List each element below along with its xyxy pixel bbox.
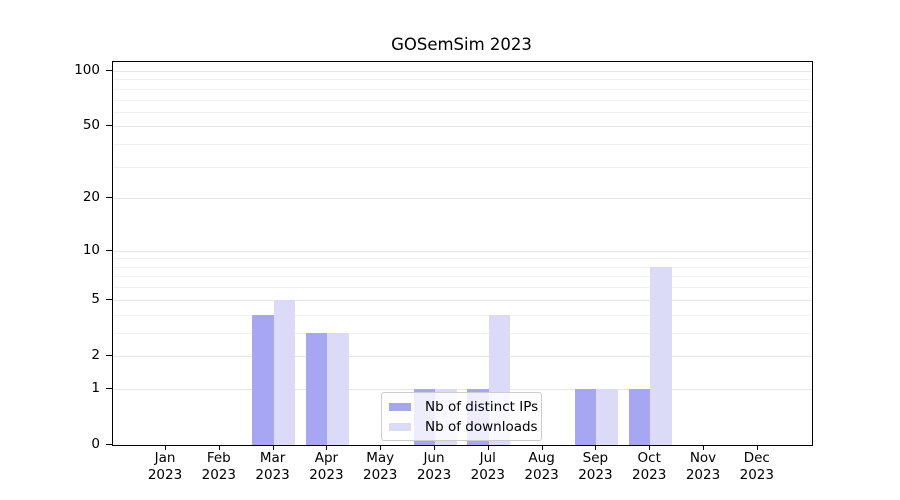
y-tick-mark — [106, 444, 112, 445]
gridline-major — [113, 250, 812, 252]
x-tick-mark — [434, 445, 435, 450]
x-tick-mark — [595, 445, 597, 450]
x-tick-mark — [756, 445, 758, 450]
bar-downloads-apr — [327, 332, 349, 445]
x-tick-mark — [541, 445, 543, 450]
x-tick-mark — [487, 445, 489, 450]
x-tick-mark — [218, 445, 220, 450]
y-tick-mark — [106, 249, 112, 251]
gridline-major — [113, 198, 812, 200]
x-tick-mark — [380, 445, 382, 450]
plot-area: Nb of distinct IPs Nb of downloads — [112, 61, 813, 446]
bar-distinct-ips-sep — [574, 388, 597, 445]
y-tick-label: 5 — [91, 290, 100, 307]
legend: Nb of distinct IPs Nb of downloads — [381, 392, 542, 441]
bar-distinct-ips-mar — [252, 314, 274, 445]
x-tick-label: Feb 2023 — [201, 450, 236, 483]
gridline-minor — [113, 276, 812, 278]
gridline-minor — [113, 144, 812, 146]
y-tick-label: 20 — [82, 189, 100, 206]
x-tick-mark — [326, 445, 328, 450]
y-tick-label: 100 — [74, 62, 100, 78]
x-tick-label: Jan 2023 — [147, 450, 183, 483]
gridline-major — [113, 299, 812, 301]
gridline-minor — [113, 79, 812, 81]
gridline-minor — [113, 111, 812, 113]
gridline-minor — [113, 266, 812, 268]
x-tick-label: Apr 2023 — [309, 450, 344, 483]
chart-title: GOSemSim 2023 — [391, 35, 532, 54]
gridline-major — [113, 355, 812, 357]
bar-distinct-ips-apr — [305, 332, 328, 445]
gridline-minor — [113, 99, 812, 101]
gridline-minor — [113, 314, 812, 316]
bar-downloads-sep — [596, 388, 618, 445]
bar-downloads-mar — [273, 299, 296, 445]
y-tick-mark — [106, 125, 112, 127]
x-tick-mark — [703, 445, 704, 450]
legend-label-downloads: Nb of downloads — [425, 419, 538, 435]
y-tick-mark — [106, 354, 112, 356]
legend-swatch-downloads-icon — [389, 423, 411, 431]
x-tick-mark — [649, 445, 651, 450]
y-tick-label: 1 — [91, 379, 100, 396]
gridline-major — [113, 388, 812, 390]
gridline-minor — [113, 166, 812, 168]
x-tick-label: Mar 2023 — [255, 450, 290, 483]
legend-item-downloads: Nb of downloads — [382, 417, 541, 437]
legend-item-distinct-ips: Nb of distinct IPs — [382, 397, 541, 417]
gridline-major — [113, 71, 812, 72]
x-tick-mark — [165, 445, 166, 450]
x-tick-label: Oct 2023 — [632, 450, 667, 483]
bar-distinct-ips-oct — [628, 388, 651, 445]
gridline-major — [113, 126, 812, 128]
x-tick-label: Nov 2023 — [685, 450, 721, 483]
y-tick-mark — [106, 197, 112, 199]
x-tick-label: May 2023 — [363, 450, 398, 483]
y-tick-label: 0 — [91, 436, 100, 452]
legend-label-distinct-ips: Nb of distinct IPs — [425, 399, 539, 415]
y-tick-label: 50 — [82, 117, 100, 134]
x-tick-label: Aug 2023 — [524, 450, 559, 483]
y-tick-mark — [106, 387, 112, 389]
x-tick-label: Dec 2023 — [739, 450, 774, 483]
legend-swatch-distinct-ips-icon — [389, 403, 411, 411]
y-tick-mark — [106, 70, 112, 71]
bar-downloads-oct — [650, 266, 672, 445]
gridline-minor — [113, 287, 812, 289]
x-tick-label: Jul 2023 — [470, 450, 505, 483]
y-tick-label: 2 — [91, 346, 100, 363]
gridline-minor — [113, 88, 812, 90]
x-tick-label: Sep 2023 — [578, 450, 613, 483]
x-tick-label: Jun 2023 — [416, 450, 452, 483]
x-tick-mark — [272, 445, 274, 450]
y-tick-mark — [106, 298, 112, 300]
gridline-minor — [113, 258, 812, 260]
gridline-minor — [113, 332, 812, 334]
y-tick-label: 10 — [82, 241, 100, 258]
